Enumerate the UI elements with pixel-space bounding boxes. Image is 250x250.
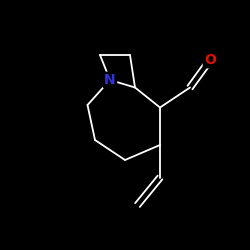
Text: O: O — [204, 53, 216, 67]
Text: N: N — [104, 73, 116, 87]
